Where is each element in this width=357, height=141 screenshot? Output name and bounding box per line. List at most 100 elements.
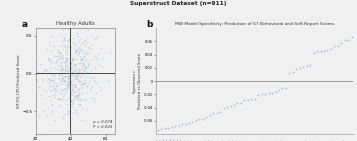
- Point: [85, 63, 91, 65]
- Point: [76, 46, 82, 48]
- Point: [71, 91, 77, 93]
- Point: [81, 68, 86, 70]
- Point: [73, 64, 79, 66]
- Point: [82, 60, 88, 62]
- Point: [62, 69, 67, 71]
- Point: [33, 80, 39, 82]
- Point: [62, 89, 68, 91]
- Point: [37, 63, 42, 65]
- Point: [72, 85, 77, 88]
- Point: [73, 67, 79, 69]
- Point: [65, 103, 70, 105]
- Point: [57, 52, 62, 54]
- Point: [300, 66, 306, 69]
- Point: [48, 90, 54, 92]
- Point: [82, 40, 87, 42]
- Point: [273, 91, 278, 93]
- Point: [54, 85, 60, 87]
- Point: [57, 32, 63, 34]
- Point: [342, 39, 348, 41]
- Point: [39, 78, 45, 80]
- Point: [46, 88, 51, 90]
- Point: [75, 88, 80, 90]
- Point: [81, 54, 87, 57]
- Point: [64, 27, 69, 29]
- Point: [72, 84, 78, 86]
- Point: [71, 90, 77, 92]
- Point: [248, 98, 254, 100]
- Point: [68, 80, 74, 82]
- Point: [82, 39, 87, 41]
- Point: [55, 67, 60, 70]
- Point: [75, 71, 81, 73]
- Point: [60, 29, 65, 31]
- Point: [61, 79, 67, 81]
- Text: b: b: [146, 20, 152, 29]
- Point: [47, 41, 52, 43]
- Point: [70, 87, 75, 90]
- Point: [60, 55, 65, 58]
- Point: [94, 35, 100, 38]
- Point: [64, 68, 70, 70]
- Point: [65, 76, 71, 79]
- Point: [74, 78, 79, 81]
- Point: [65, 77, 71, 80]
- Point: [52, 86, 58, 89]
- Point: [68, 82, 74, 84]
- Point: [287, 72, 292, 74]
- Point: [64, 65, 70, 67]
- Point: [63, 80, 69, 82]
- Point: [61, 92, 66, 95]
- Point: [62, 74, 68, 77]
- Point: [41, 89, 47, 91]
- Point: [200, 118, 206, 121]
- Point: [79, 57, 85, 59]
- Point: [79, 83, 85, 85]
- Point: [105, 80, 111, 82]
- Point: [283, 87, 289, 89]
- Point: [78, 58, 84, 60]
- Point: [338, 42, 344, 44]
- Point: [75, 71, 80, 74]
- Point: [293, 68, 299, 70]
- Point: [92, 80, 98, 82]
- Point: [53, 89, 59, 91]
- Point: [245, 98, 251, 101]
- Point: [51, 77, 57, 79]
- Point: [62, 67, 68, 69]
- Point: [55, 77, 60, 79]
- Point: [55, 49, 60, 52]
- Point: [61, 116, 66, 118]
- Point: [68, 100, 74, 102]
- Point: [89, 86, 95, 88]
- Point: [55, 98, 61, 100]
- Point: [38, 93, 44, 96]
- Point: [47, 44, 53, 46]
- Point: [63, 99, 69, 101]
- Point: [61, 81, 67, 83]
- Point: [81, 66, 87, 68]
- Point: [48, 112, 54, 114]
- Point: [77, 104, 82, 106]
- Point: [108, 52, 114, 54]
- Point: [60, 95, 66, 97]
- Point: [58, 73, 64, 75]
- Point: [55, 58, 61, 60]
- Point: [70, 37, 76, 39]
- Point: [80, 64, 86, 66]
- Point: [62, 76, 67, 78]
- Point: [72, 70, 78, 72]
- Point: [80, 82, 85, 84]
- Point: [51, 67, 57, 69]
- Point: [61, 87, 67, 90]
- Point: [59, 74, 65, 77]
- Point: [64, 57, 69, 59]
- Point: [79, 84, 84, 86]
- Point: [76, 51, 82, 53]
- Point: [214, 112, 220, 114]
- Point: [55, 90, 61, 92]
- Point: [48, 103, 54, 105]
- Point: [41, 69, 47, 72]
- Point: [63, 65, 69, 67]
- Point: [92, 38, 97, 40]
